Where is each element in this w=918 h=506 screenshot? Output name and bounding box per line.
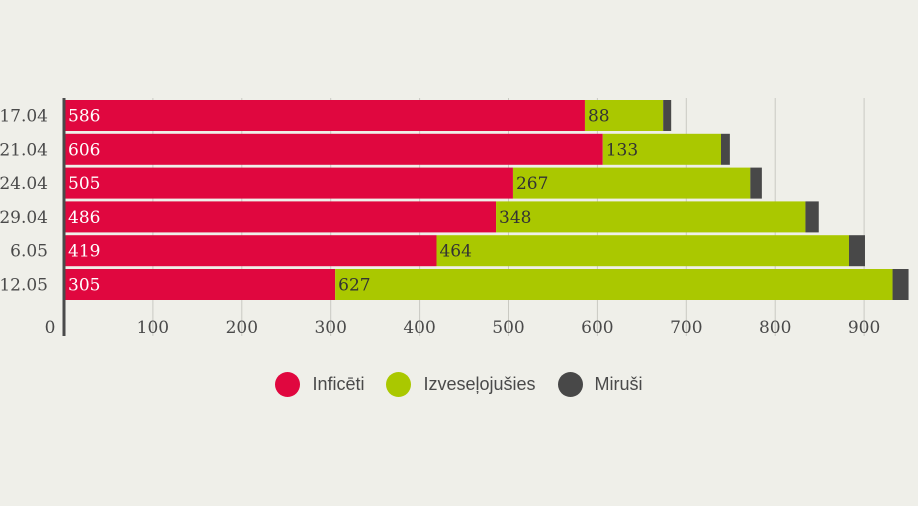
data-labels: 586 88 606 133 505 267 486 348 419 464 305 627 — [68, 107, 638, 296]
bar-izveselojusies-29.04 — [496, 201, 806, 233]
x-tick-label-400: 400 — [403, 318, 435, 338]
bar-izveselojusies-21.04 — [602, 133, 721, 165]
bars — [64, 100, 909, 300]
legend-label-mirusi: Miruši — [594, 374, 643, 394]
y-axis-categories: 17.04 21.04 24.04 29.04 6.05 12.05 — [0, 107, 48, 296]
bar-inficeti-17.04 — [64, 100, 585, 131]
legend-item-inficeti: Inficēti — [275, 372, 364, 397]
bar-mirusi-17.04 — [663, 100, 672, 131]
x-axis-ticks: 0 100 200 300 400 500 600 700 800 900 — [45, 318, 881, 338]
data-label-izveselojusies-6.05: 464 — [439, 242, 471, 262]
bar-inficeti-6.05 — [64, 235, 437, 267]
data-label-izveselojusies-24.04: 267 — [516, 174, 548, 194]
bar-mirusi-12.05 — [892, 269, 909, 300]
category-label-24.04: 24.04 — [0, 174, 48, 194]
legend-label-izveselojusies: Izveseļojušies — [423, 374, 536, 394]
data-label-izveselojusies-21.04: 133 — [606, 140, 638, 160]
data-label-izveselojusies-17.04: 88 — [588, 107, 610, 127]
category-label-21.04: 21.04 — [0, 140, 48, 160]
x-tick-label-100: 100 — [137, 318, 169, 338]
category-label-12.05: 12.05 — [0, 276, 48, 296]
category-label-29.04: 29.04 — [0, 208, 48, 228]
data-label-inficeti-12.05: 305 — [68, 276, 100, 296]
x-tick-label-500: 500 — [492, 318, 524, 338]
legend-swatch-inficeti — [275, 372, 301, 397]
category-label-6.05: 6.05 — [10, 242, 48, 262]
bar-mirusi-24.04 — [750, 167, 762, 199]
bar-mirusi-6.05 — [848, 235, 865, 267]
bar-izveselojusies-24.04 — [512, 167, 751, 199]
data-label-izveselojusies-29.04: 348 — [499, 208, 531, 228]
x-tick-label-200: 200 — [226, 318, 258, 338]
legend-swatch-mirusi — [557, 372, 583, 397]
bar-inficeti-24.04 — [64, 167, 513, 199]
legend-item-izveselojusies: Izveseļojušies — [386, 372, 536, 397]
x-tick-label-700: 700 — [670, 318, 702, 338]
bar-inficeti-21.04 — [64, 133, 603, 165]
bar-inficeti-29.04 — [64, 201, 497, 233]
data-label-inficeti-17.04: 586 — [68, 107, 100, 127]
category-label-17.04: 17.04 — [0, 107, 48, 127]
data-label-inficeti-6.05: 419 — [68, 242, 100, 262]
data-label-izveselojusies-12.05: 627 — [338, 276, 370, 296]
legend-item-mirusi: Miruši — [557, 372, 643, 397]
data-label-inficeti-24.04: 505 — [68, 174, 100, 194]
bar-mirusi-29.04 — [805, 201, 819, 233]
bar-mirusi-21.04 — [720, 133, 730, 165]
legend-label-inficeti: Inficēti — [312, 374, 365, 394]
x-tick-label-800: 800 — [759, 318, 791, 338]
x-tick-label-600: 600 — [581, 318, 613, 338]
bar-inficeti-12.05 — [64, 269, 336, 300]
data-label-inficeti-21.04: 606 — [68, 140, 100, 160]
x-tick-label-900: 900 — [848, 318, 880, 338]
data-label-inficeti-29.04: 486 — [68, 208, 100, 228]
x-tick-label-300: 300 — [314, 318, 346, 338]
bar-izveselojusies-12.05 — [335, 269, 893, 300]
bar-izveselojusies-17.04 — [584, 100, 664, 131]
bar-izveselojusies-6.05 — [436, 235, 849, 267]
x-tick-label-0: 0 — [45, 318, 56, 338]
legend: Inficēti Izveseļojušies Miruši — [0, 372, 918, 397]
legend-swatch-izveselojusies — [386, 372, 412, 397]
